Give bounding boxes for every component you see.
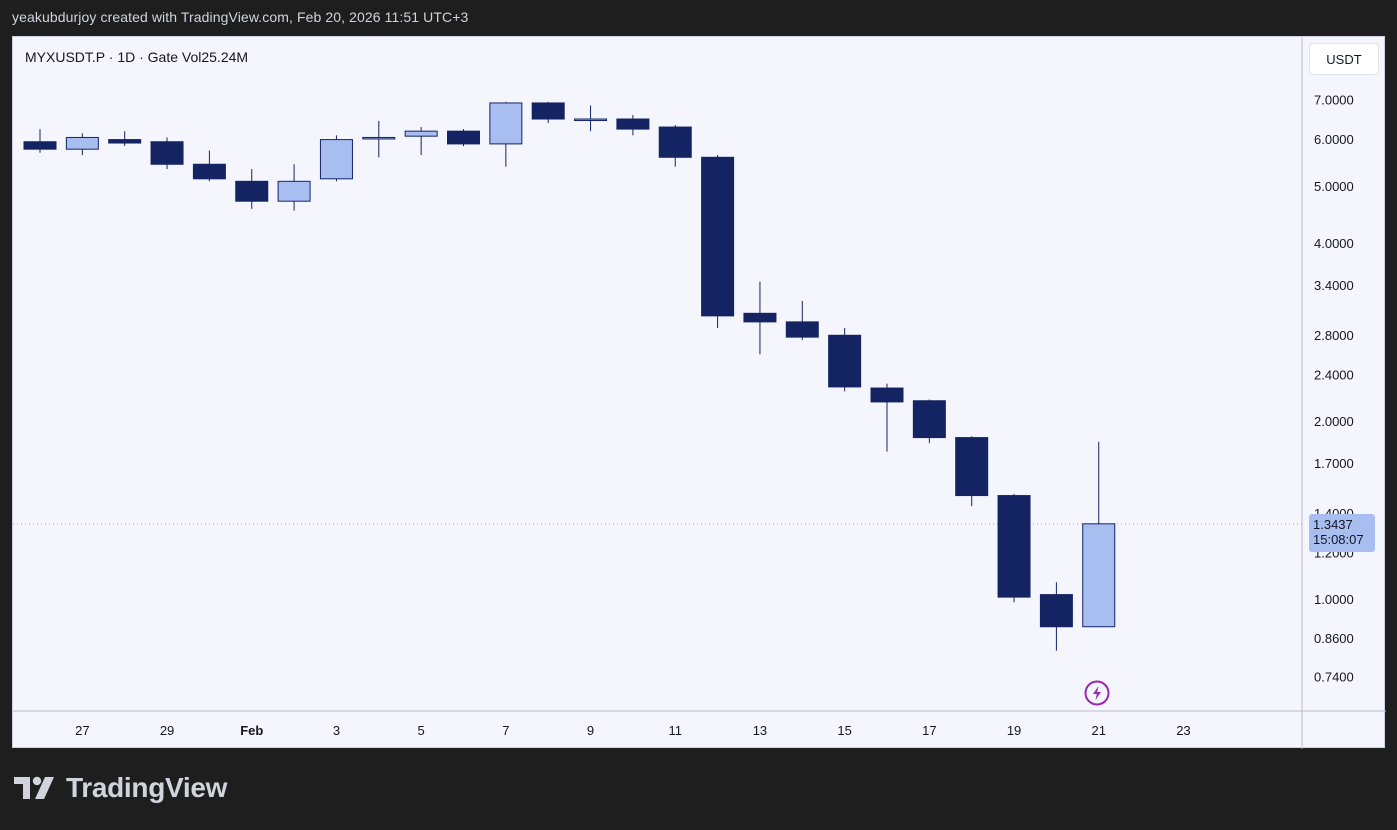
attribution-text: yeakubdurjoy created with TradingView.co… <box>12 9 469 25</box>
candle-body <box>277 180 311 202</box>
candle[interactable] <box>192 150 226 182</box>
candle[interactable] <box>658 125 692 167</box>
candle-body <box>489 102 523 145</box>
x-tick-label: 5 <box>418 723 425 738</box>
candle[interactable] <box>997 493 1031 603</box>
x-tick-label: 17 <box>922 723 936 738</box>
y-tick-label: 2.8000 <box>1314 328 1354 343</box>
candle[interactable] <box>1039 582 1073 651</box>
y-tick-label: 2.4000 <box>1314 367 1354 382</box>
chart-frame: 7.0000 6.0000 5.0000 4.0000 3.4000 2.8000 2.40… <box>12 36 1386 749</box>
y-tick-label: 1.0000 <box>1314 592 1354 607</box>
x-tick-label: 19 <box>1007 723 1021 738</box>
current-price-tag: 1.3437 15:08:07 <box>1309 514 1375 552</box>
y-tick-label: 0.7400 <box>1314 670 1354 685</box>
candle[interactable] <box>319 135 353 182</box>
x-tick-label: 11 <box>669 723 683 738</box>
y-tick-label: 1.7000 <box>1314 456 1354 471</box>
x-tick-label: 9 <box>587 723 594 738</box>
y-tick-label: 5.0000 <box>1314 179 1354 194</box>
tradingview-logo: TradingView <box>14 772 227 804</box>
candle-body <box>574 118 608 122</box>
bar-countdown: 15:08:07 <box>1313 532 1364 547</box>
candle-body <box>658 126 692 158</box>
candle-body <box>870 387 904 403</box>
lightning-icon[interactable] <box>1084 680 1110 706</box>
candle-body <box>531 102 565 120</box>
candle[interactable] <box>616 115 650 136</box>
currency-selector[interactable]: USDT <box>1309 43 1379 75</box>
candle[interactable] <box>1082 441 1116 628</box>
candle[interactable] <box>277 164 311 211</box>
candle[interactable] <box>108 131 142 147</box>
candle[interactable] <box>235 169 269 209</box>
candle-body <box>828 334 862 388</box>
y-tick-label: 2.0000 <box>1314 414 1354 429</box>
candle[interactable] <box>785 301 819 340</box>
x-tick-label: 23 <box>1176 723 1190 738</box>
symbol-info[interactable]: MYXUSDT.P · 1D · Gate Vol25.24M <box>25 49 249 65</box>
candle[interactable] <box>743 281 777 355</box>
x-tick-label: 29 <box>160 723 174 738</box>
x-tick-label: 21 <box>1092 723 1106 738</box>
candle-body <box>447 130 480 145</box>
x-tick-label: 27 <box>75 723 89 738</box>
candle-body <box>150 141 184 165</box>
x-tick-label: 13 <box>753 723 767 738</box>
candle-body <box>362 136 396 140</box>
candle-body <box>1039 594 1073 628</box>
candle-body <box>192 163 226 180</box>
candle[interactable] <box>65 133 99 156</box>
tradingview-logo-icon <box>14 776 54 799</box>
candle[interactable] <box>912 399 946 444</box>
candle[interactable] <box>23 129 57 153</box>
y-tick-label: 6.0000 <box>1314 132 1354 147</box>
current-price-value: 1.3437 <box>1313 517 1353 532</box>
candle-body <box>235 180 269 202</box>
candle[interactable] <box>150 137 184 170</box>
candle-body <box>23 141 57 150</box>
candle[interactable] <box>574 105 608 132</box>
candle[interactable] <box>828 328 862 392</box>
candle[interactable] <box>531 101 565 124</box>
candle-body <box>785 321 819 338</box>
x-tick-label: 3 <box>333 723 340 738</box>
candle[interactable] <box>404 127 438 156</box>
tradingview-logo-text: TradingView <box>66 772 228 803</box>
candle-body <box>701 156 735 317</box>
x-tick-label: Feb <box>240 723 263 738</box>
y-tick-label: 3.4000 <box>1314 278 1354 293</box>
candle[interactable] <box>701 155 735 329</box>
candle-body <box>955 437 989 497</box>
time-axis: 27 29 Feb 3 5 7 9 11 13 15 17 19 21 23 <box>75 723 1191 738</box>
candle-body <box>743 312 777 323</box>
y-tick-label: 0.8600 <box>1314 631 1354 646</box>
candle-body <box>1082 523 1116 628</box>
y-tick-label: 7.0000 <box>1314 93 1354 108</box>
candle[interactable] <box>489 101 523 167</box>
candles-group <box>23 101 1116 651</box>
candlestick-chart[interactable]: 7.0000 6.0000 5.0000 4.0000 3.4000 2.8000 2.40… <box>13 37 1386 749</box>
y-tick-label: 4.0000 <box>1314 236 1354 251</box>
candle-body <box>404 130 438 137</box>
candle-body <box>319 139 353 180</box>
candle[interactable] <box>447 129 480 147</box>
candle-body <box>108 139 142 144</box>
candle-body <box>616 118 650 130</box>
x-tick-label: 15 <box>837 723 851 738</box>
candle-body <box>912 400 946 439</box>
candle-body <box>997 495 1031 598</box>
candle-body <box>65 136 99 150</box>
candle[interactable] <box>362 121 396 158</box>
candle[interactable] <box>955 436 989 507</box>
candle[interactable] <box>870 383 904 452</box>
price-axis: 7.0000 6.0000 5.0000 4.0000 3.4000 2.8000 2.40… <box>1314 93 1354 685</box>
x-tick-label: 7 <box>502 723 509 738</box>
